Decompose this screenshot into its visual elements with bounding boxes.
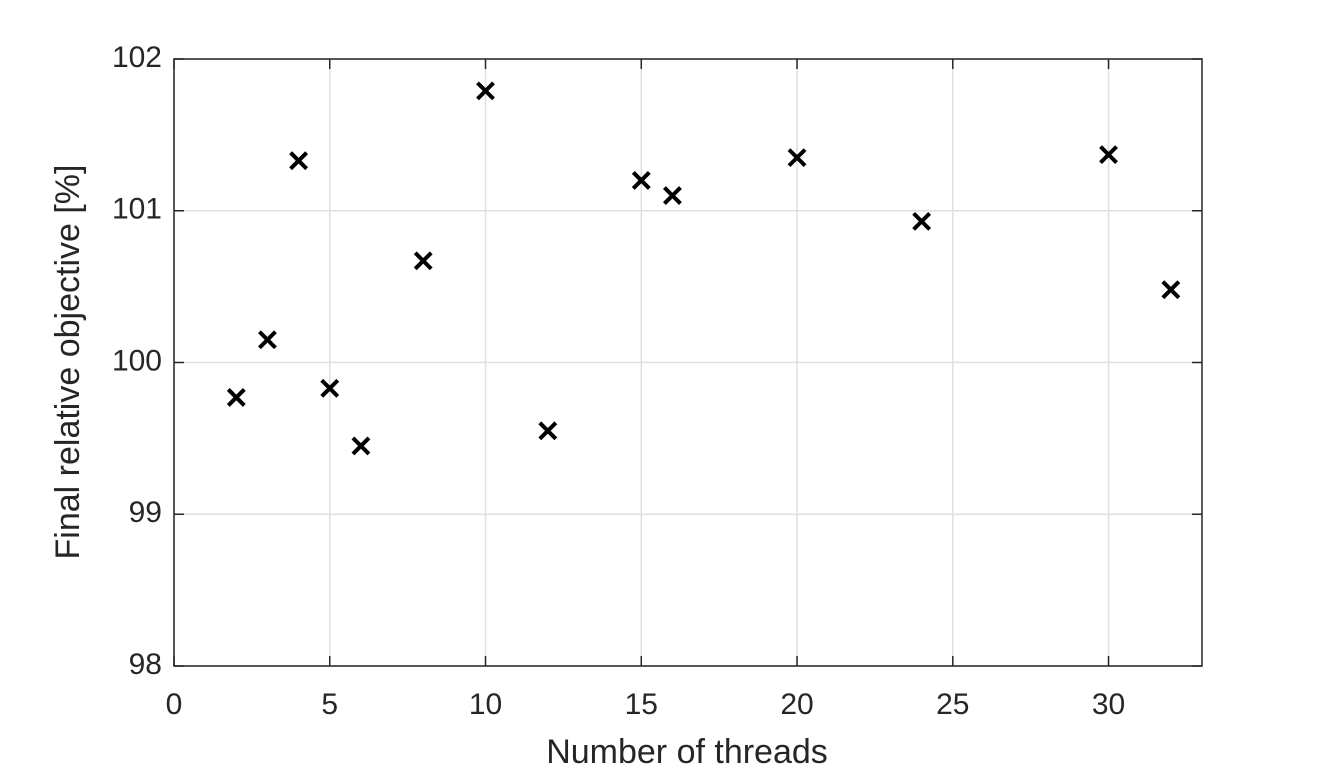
point <box>320 378 340 398</box>
x-tick-label: 20 <box>780 688 813 721</box>
marker-stroke <box>320 378 340 398</box>
marker-stroke <box>476 81 495 101</box>
grid <box>173 58 1202 667</box>
x-tick-label: 5 <box>321 688 338 721</box>
marker-stroke <box>413 251 433 271</box>
marker-stroke <box>631 170 651 190</box>
marker-stroke <box>787 148 807 168</box>
x-tick-label: 15 <box>625 688 658 721</box>
x-axis-label: Number of threads <box>546 733 828 771</box>
point <box>258 330 277 350</box>
marker-stroke <box>226 387 246 407</box>
marker-stroke <box>1099 145 1118 165</box>
marker-stroke <box>663 186 682 205</box>
point <box>351 436 371 456</box>
marker-stroke <box>538 421 558 441</box>
y-tick-label: 101 <box>112 193 162 226</box>
point <box>226 387 246 407</box>
x-tick-label: 25 <box>936 688 969 721</box>
y-tick-label: 100 <box>112 344 162 377</box>
x-tick-label: 0 <box>166 688 183 721</box>
marker-stroke <box>351 436 371 456</box>
marker-stroke <box>1161 280 1181 300</box>
y-tick-label: 98 <box>129 648 162 681</box>
point <box>631 170 651 190</box>
x-tick-label: 10 <box>469 688 502 721</box>
point <box>413 251 433 271</box>
point <box>1161 280 1181 300</box>
marker-stroke <box>289 151 309 171</box>
marker-stroke <box>912 211 932 231</box>
point <box>1099 145 1118 165</box>
point <box>476 81 495 101</box>
point <box>912 211 932 231</box>
point <box>289 151 309 171</box>
plot-frame <box>173 58 1203 667</box>
x-tick-label: 30 <box>1092 688 1125 721</box>
axes <box>173 58 1203 667</box>
marker-stroke <box>258 330 277 350</box>
point <box>787 148 807 168</box>
point <box>538 421 558 441</box>
y-tick-label: 102 <box>112 41 162 74</box>
point <box>663 186 682 205</box>
y-axis-label: Final relative objective [%] <box>49 165 87 560</box>
y-tick-label: 99 <box>129 496 162 529</box>
